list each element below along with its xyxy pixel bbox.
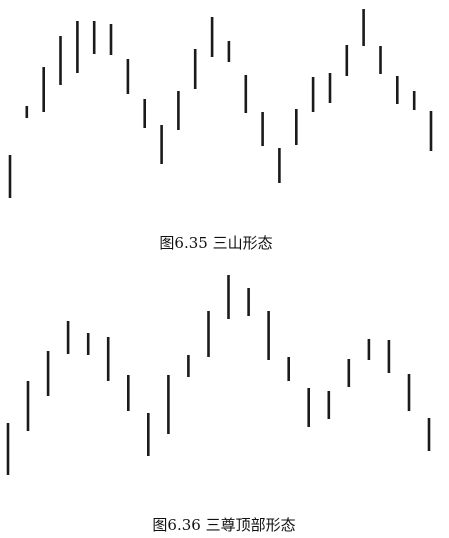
caption-triple-top: 图6.36 三尊顶部形态 (152, 516, 295, 534)
chart-triple-top (6, 275, 431, 475)
chart-three-mountains (8, 9, 433, 198)
caption-three-mountains: 图6.35 三山形态 (159, 234, 272, 252)
